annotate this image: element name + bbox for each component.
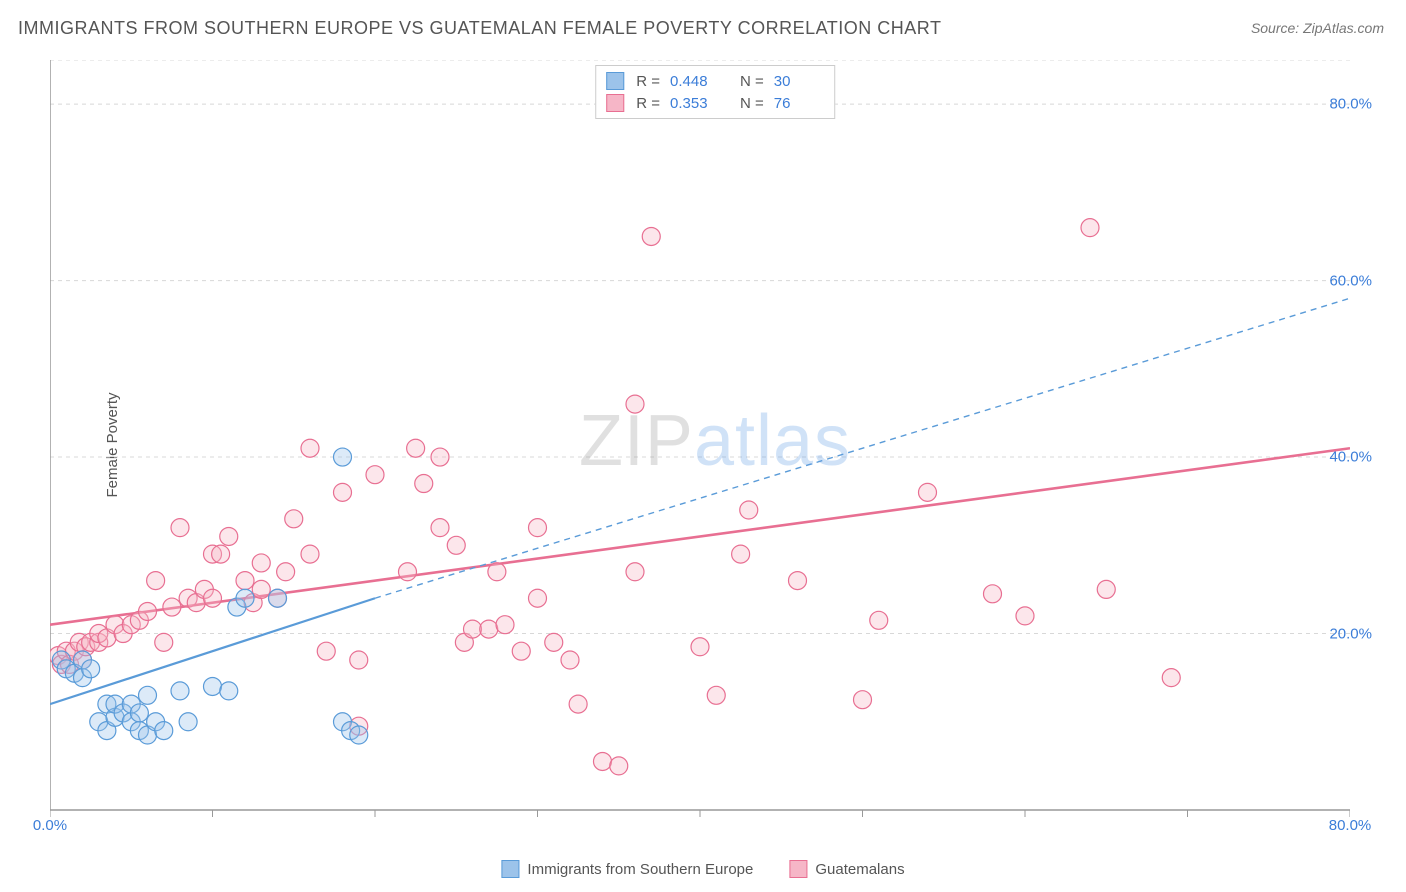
legend-row-series-1: R = 0.353 N = 76 bbox=[606, 92, 824, 114]
legend-swatch-1 bbox=[606, 94, 624, 112]
y-tick-label: 40.0% bbox=[1329, 449, 1372, 466]
chart-title: IMMIGRANTS FROM SOUTHERN EUROPE VS GUATE… bbox=[18, 18, 941, 39]
series-legend: Immigrants from Southern Europe Guatemal… bbox=[501, 860, 904, 878]
legend-item-0: Immigrants from Southern Europe bbox=[501, 860, 753, 878]
legend-n-label-0: N = bbox=[740, 73, 764, 90]
legend-bottom-label-1: Guatemalans bbox=[815, 861, 904, 878]
y-tick-label: 60.0% bbox=[1329, 272, 1372, 289]
source-attribution: Source: ZipAtlas.com bbox=[1251, 20, 1384, 36]
legend-bottom-swatch-1 bbox=[789, 860, 807, 878]
legend-bottom-label-0: Immigrants from Southern Europe bbox=[527, 861, 753, 878]
legend-r-value-1: 0.353 bbox=[670, 95, 720, 112]
legend-r-label-0: R = bbox=[636, 73, 660, 90]
x-tick-label: 80.0% bbox=[1329, 817, 1372, 834]
legend-row-series-0: R = 0.448 N = 30 bbox=[606, 70, 824, 92]
legend-item-1: Guatemalans bbox=[789, 860, 904, 878]
legend-swatch-0 bbox=[606, 72, 624, 90]
legend-r-value-0: 0.448 bbox=[670, 73, 720, 90]
scatter-chart-svg bbox=[50, 60, 1350, 830]
legend-r-label-1: R = bbox=[636, 95, 660, 112]
legend-n-label-1: N = bbox=[740, 95, 764, 112]
legend-bottom-swatch-0 bbox=[501, 860, 519, 878]
y-tick-label: 20.0% bbox=[1329, 625, 1372, 642]
y-tick-label: 80.0% bbox=[1329, 96, 1372, 113]
legend-n-value-0: 30 bbox=[774, 73, 824, 90]
legend-n-value-1: 76 bbox=[774, 95, 824, 112]
correlation-legend: R = 0.448 N = 30 R = 0.353 N = 76 bbox=[595, 65, 835, 119]
chart-area: Female Poverty ZIPatlas R = 0.448 N = 30… bbox=[50, 60, 1380, 830]
x-tick-label: 0.0% bbox=[33, 817, 67, 834]
